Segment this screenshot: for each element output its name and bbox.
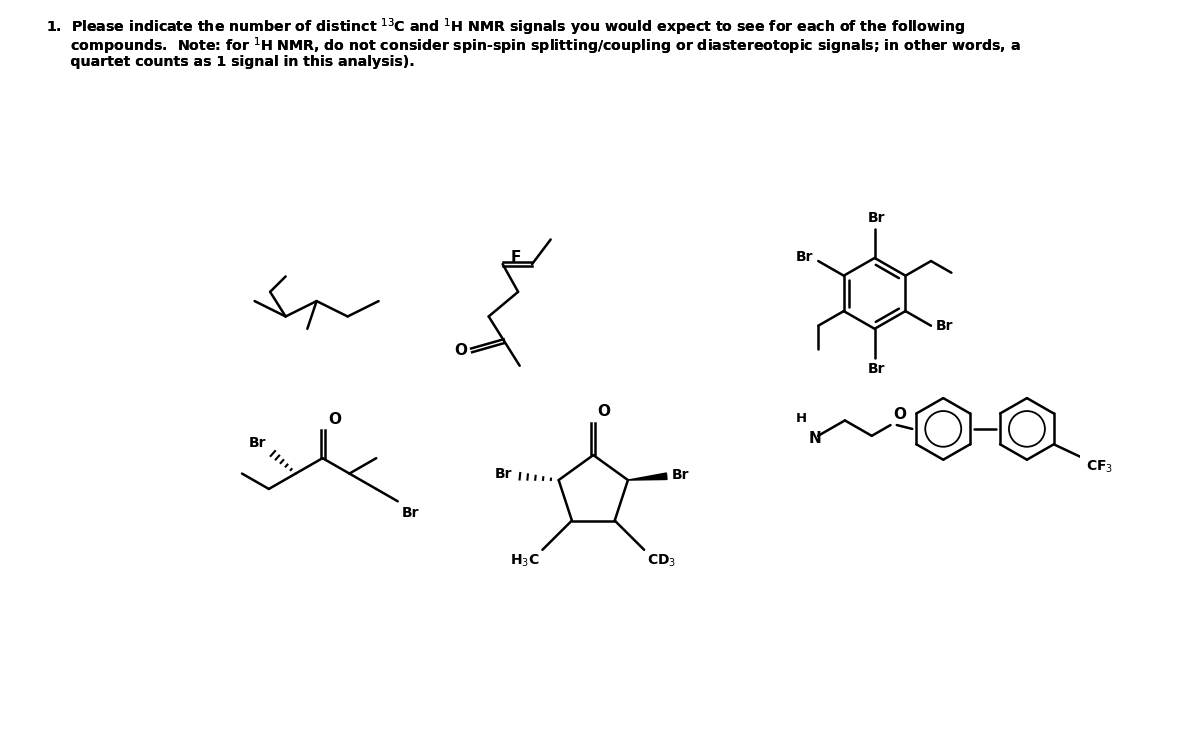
- Text: 1.  Please indicate the number of distinct $^{13}$C and $^{1}$H NMR signals you : 1. Please indicate the number of distinc…: [46, 16, 965, 38]
- Text: H: H: [796, 412, 806, 425]
- Text: Br: Br: [936, 319, 953, 333]
- Text: Br: Br: [494, 467, 512, 481]
- Text: O: O: [598, 404, 610, 419]
- Text: CF$_3$: CF$_3$: [1086, 459, 1114, 475]
- Text: Br: Br: [671, 468, 689, 482]
- Polygon shape: [628, 473, 667, 480]
- Text: H$_3$C: H$_3$C: [510, 552, 539, 568]
- Text: Br: Br: [796, 250, 814, 264]
- Text: O: O: [328, 413, 341, 427]
- Text: Br: Br: [868, 362, 884, 376]
- Text: quartet counts as 1 signal in this analysis).: quartet counts as 1 signal in this analy…: [46, 55, 414, 69]
- Text: Br: Br: [868, 211, 884, 225]
- Text: 1.  Please indicate the number of distinct $^{13}$C and $^{1}$H NMR signals you : 1. Please indicate the number of distinc…: [46, 16, 965, 38]
- Text: compounds.  Note: for $^{1}$H NMR, do not consider spin-spin splitting/coupling : compounds. Note: for $^{1}$H NMR, do not…: [46, 35, 1020, 57]
- Text: O: O: [454, 343, 467, 358]
- Text: compounds.  Note: for $^{1}$H NMR, do not consider spin-spin splitting/coupling : compounds. Note: for $^{1}$H NMR, do not…: [46, 35, 1020, 57]
- Text: F: F: [510, 250, 521, 266]
- Text: quartet counts as 1 signal in this analysis).: quartet counts as 1 signal in this analy…: [46, 55, 414, 69]
- Text: Br: Br: [250, 435, 266, 449]
- Text: CD$_3$: CD$_3$: [647, 552, 677, 568]
- Text: N: N: [809, 431, 822, 446]
- Text: Br: Br: [402, 506, 419, 520]
- Text: O: O: [894, 407, 907, 422]
